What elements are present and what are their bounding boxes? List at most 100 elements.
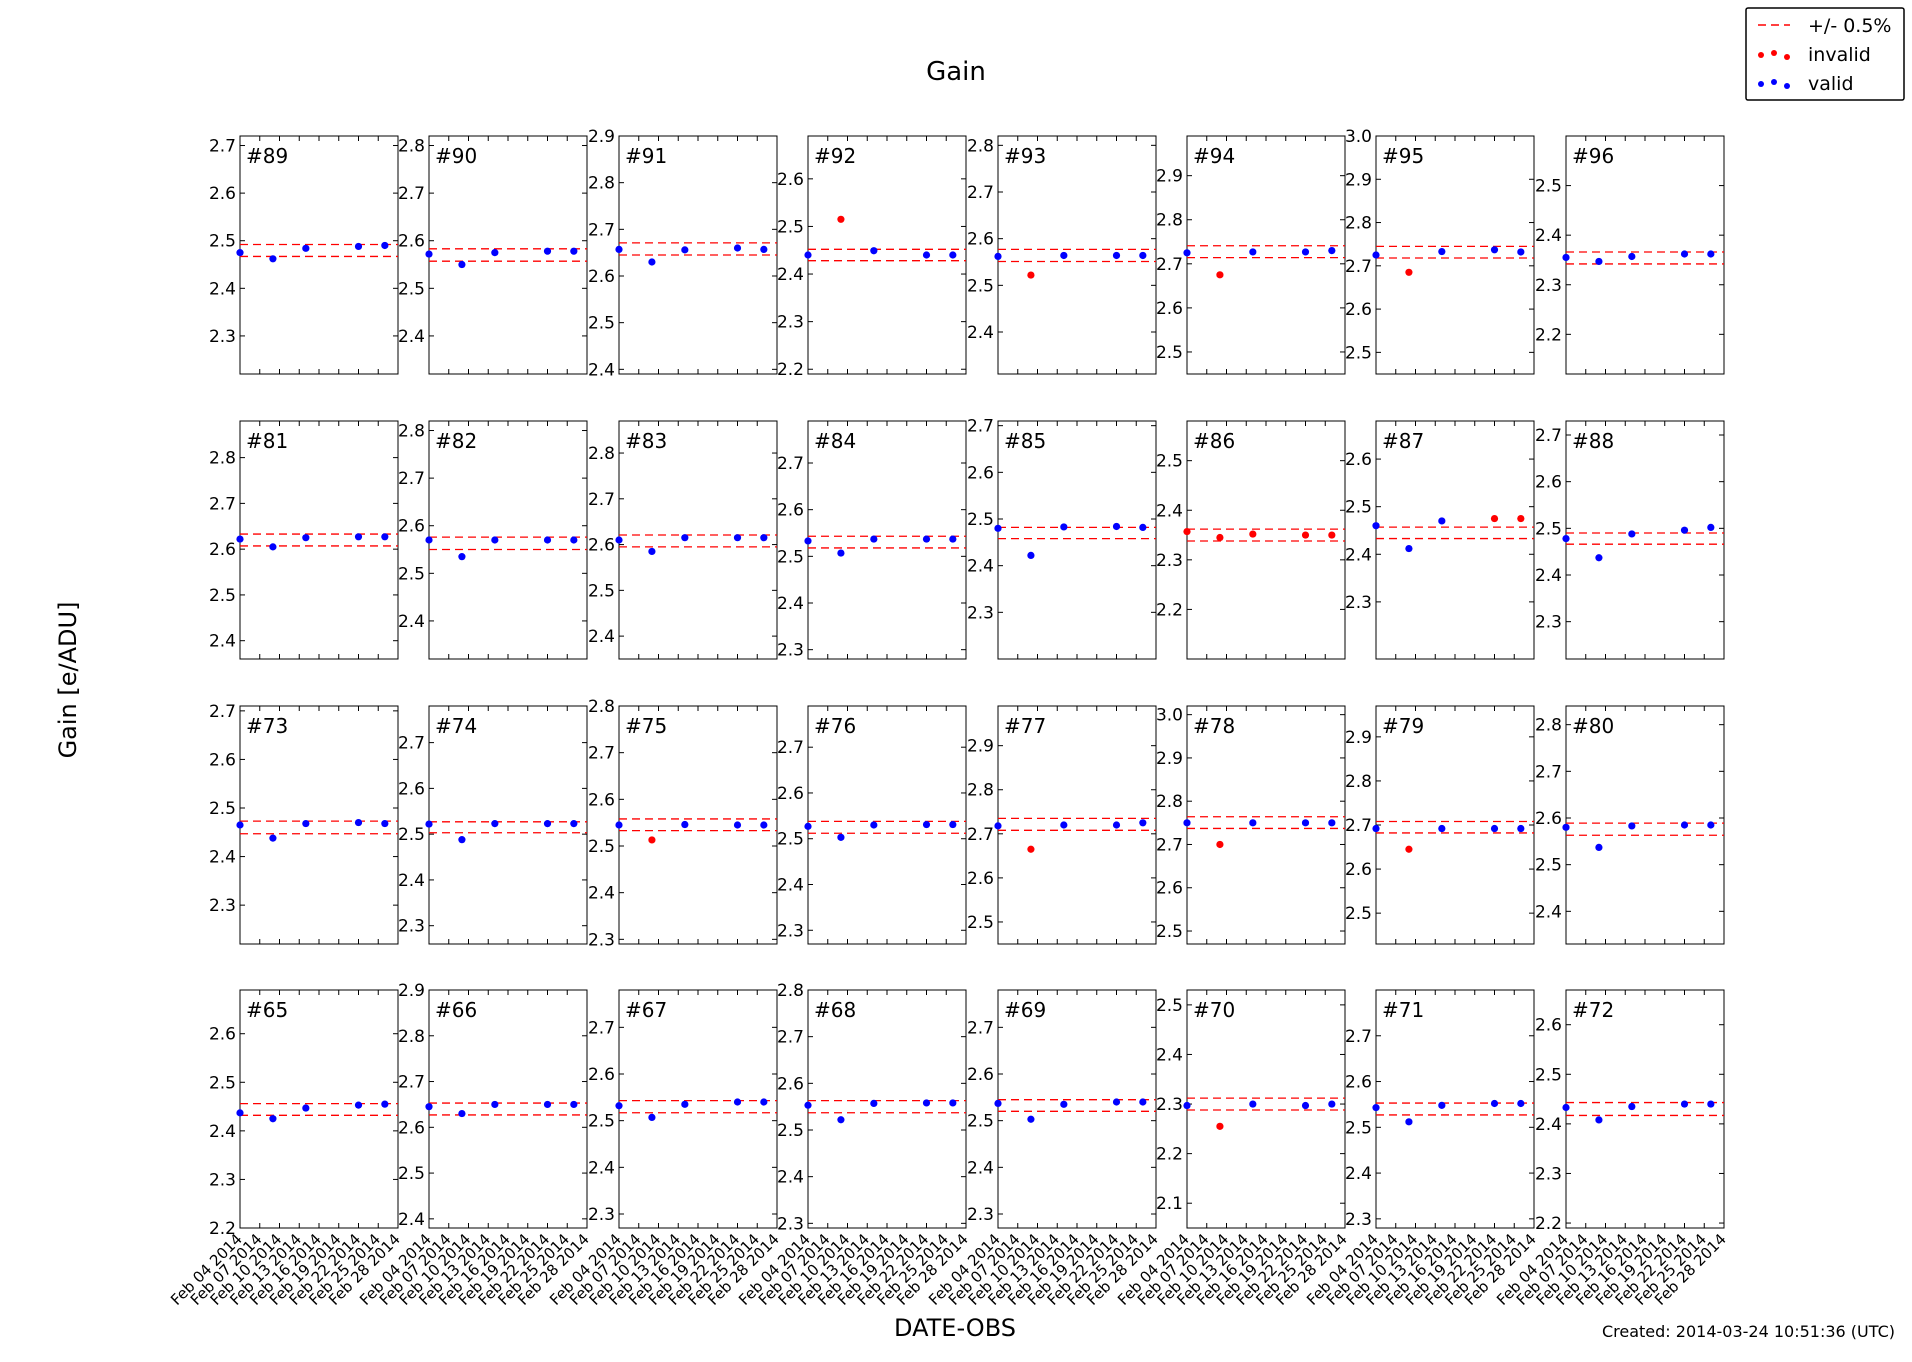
y-tick-label: 2.6 — [398, 1118, 425, 1138]
panel-frame — [1565, 135, 1725, 375]
valid-point — [681, 246, 689, 254]
panel-label: #91 — [625, 144, 667, 168]
panel-frame — [428, 989, 588, 1229]
valid-point — [1628, 1102, 1636, 1111]
y-tick-label: 2.5 — [398, 279, 425, 299]
valid-point — [302, 819, 310, 828]
y-tick-label: 2.8 — [777, 981, 804, 1001]
y-tick-label: 2.5 — [1345, 343, 1372, 363]
panel: 2.3 2.4 2.5 2.6 #87 — [1345, 420, 1535, 660]
y-tick-label: 2.4 — [1535, 566, 1562, 586]
valid-point — [1027, 551, 1035, 560]
valid-point — [1301, 819, 1310, 827]
invalid-point — [1216, 533, 1224, 542]
panel: 2.5 2.6 2.7 2.8 2.9 #94 — [1156, 135, 1346, 375]
valid-point — [381, 241, 389, 250]
panel: 2.3 2.4 2.5 2.6 2.7 2.8 #75 — [588, 697, 778, 950]
valid-point — [1139, 819, 1147, 827]
valid-point — [458, 260, 466, 269]
valid-point — [236, 821, 244, 829]
y-tick-label: 2.7 — [967, 1018, 994, 1038]
y-tick-label: 2.6 — [777, 170, 804, 190]
y-tick-label: 2.5 — [209, 232, 236, 252]
valid-point — [236, 535, 244, 543]
legend-valid-dot — [1758, 81, 1764, 87]
y-tick-label: 2.7 — [588, 490, 615, 510]
valid-point — [425, 250, 433, 258]
valid-point — [354, 533, 363, 541]
y-tick-label: 2.5 — [777, 217, 804, 237]
panel-label: #83 — [625, 429, 667, 453]
y-tick-label: 2.7 — [209, 137, 236, 157]
valid-point — [1372, 251, 1380, 259]
valid-point — [425, 536, 433, 544]
y-tick-label: 2.3 — [1156, 551, 1183, 571]
y-tick-label: 2.7 — [967, 417, 994, 437]
y-tick-label: 2.8 — [1345, 214, 1372, 234]
y-tick-label: 2.4 — [398, 1210, 425, 1230]
y-tick-label: 2.3 — [1156, 1095, 1183, 1115]
panel-label: #77 — [1004, 714, 1046, 738]
panel: 2.3 2.4 2.5 2.6 2.7 #84 — [777, 420, 967, 661]
panel-frame — [239, 420, 399, 660]
panel-label: #96 — [1572, 144, 1614, 168]
valid-point — [458, 553, 466, 561]
y-tick-label: 2.3 — [777, 1214, 804, 1234]
valid-point — [733, 821, 742, 829]
valid-point — [949, 1099, 957, 1107]
y-tick-label: 2.4 — [398, 327, 425, 347]
valid-point — [543, 1100, 552, 1109]
invalid-point — [1027, 845, 1035, 853]
valid-point — [1372, 522, 1380, 530]
y-tick-label: 3.0 — [1345, 127, 1372, 147]
invalid-point — [1405, 845, 1413, 853]
y-tick-label: 2.8 — [967, 136, 994, 156]
y-tick-label: 2.9 — [967, 737, 994, 757]
panel: 2.5 2.6 2.7 2.8 2.9 #79 — [1345, 705, 1535, 945]
panel: 2.2 2.3 2.4 2.5 #96 — [1535, 135, 1725, 375]
valid-point — [1060, 821, 1068, 829]
valid-point — [491, 536, 499, 544]
valid-point — [236, 249, 244, 257]
valid-point — [1595, 1116, 1603, 1124]
y-tick-label: 2.6 — [1156, 879, 1183, 899]
valid-point — [1183, 819, 1191, 827]
y-tick-label: 2.4 — [1156, 1045, 1183, 1065]
y-tick-label: 2.5 — [398, 564, 425, 584]
y-tick-label: 2.4 — [777, 265, 804, 285]
y-tick-label: 2.3 — [398, 917, 425, 937]
y-tick-label: 2.2 — [1156, 1145, 1183, 1165]
y-tick-label: 2.5 — [1535, 177, 1562, 197]
panel-frame — [239, 135, 399, 375]
invalid-point — [1490, 514, 1499, 523]
y-tick-label: 2.5 — [967, 913, 994, 933]
valid-point — [870, 535, 878, 543]
y-tick-label: 2.5 — [1345, 1118, 1372, 1138]
y-tick-label: 2.7 — [588, 220, 615, 240]
valid-point — [922, 535, 931, 543]
panel-label: #94 — [1193, 144, 1235, 168]
valid-point — [491, 820, 499, 828]
y-tick-label: 2.5 — [588, 581, 615, 601]
valid-point — [949, 251, 957, 259]
valid-point — [1112, 821, 1121, 829]
y-tick-label: 2.6 — [588, 790, 615, 810]
y-tick-label: 2.2 — [1535, 1214, 1562, 1234]
panel-label: #65 — [246, 998, 288, 1022]
y-tick-label: 2.8 — [209, 449, 236, 469]
panel-label: #81 — [246, 429, 288, 453]
panel-label: #74 — [435, 714, 477, 738]
y-tick-label: 2.5 — [967, 510, 994, 530]
panel-label: #73 — [246, 714, 288, 738]
y-tick-label: 2.6 — [1535, 1016, 1562, 1036]
valid-point — [949, 820, 957, 829]
valid-point — [543, 247, 552, 255]
panel-frame — [618, 989, 778, 1229]
valid-point — [733, 1098, 742, 1106]
invalid-point — [1027, 271, 1035, 279]
valid-point — [354, 818, 363, 827]
legend-invalid-dot — [1784, 54, 1790, 60]
valid-point — [1438, 517, 1446, 525]
y-tick-label: 2.7 — [777, 1028, 804, 1048]
